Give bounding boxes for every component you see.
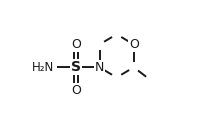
Text: H₂N: H₂N: [31, 61, 54, 74]
Text: O: O: [71, 84, 81, 97]
Text: O: O: [71, 38, 81, 51]
Text: O: O: [129, 38, 139, 51]
Text: S: S: [71, 60, 81, 74]
Text: N: N: [95, 61, 104, 74]
